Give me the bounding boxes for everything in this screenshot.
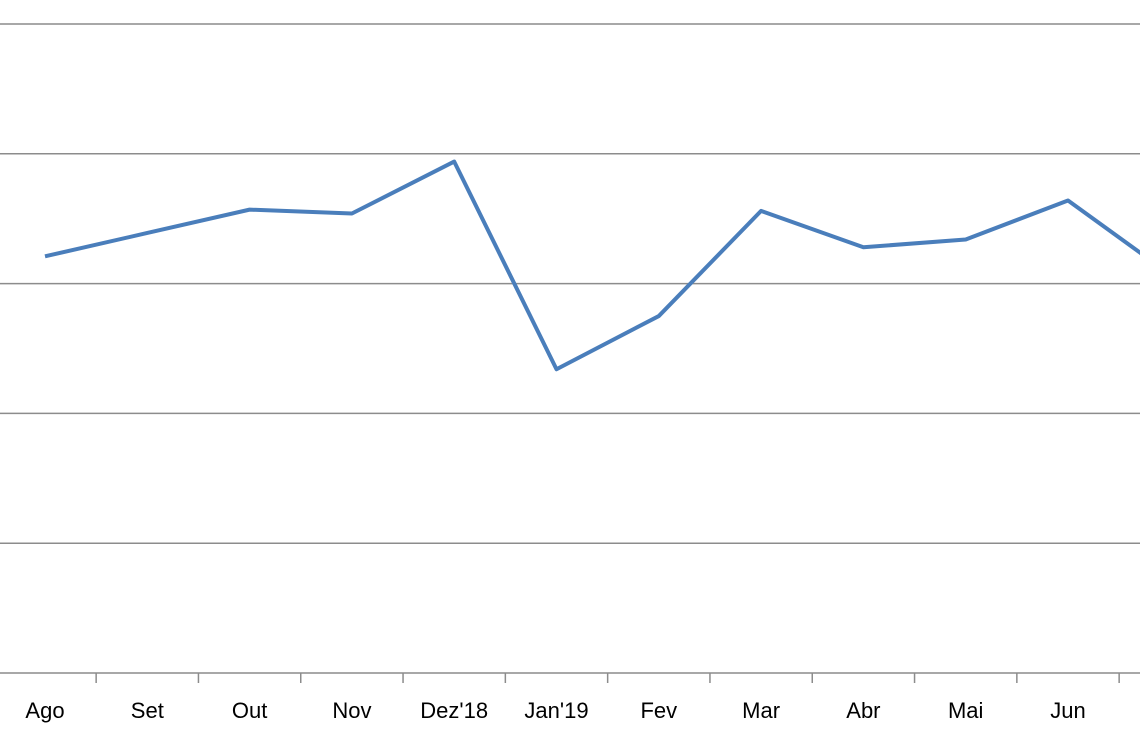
x-tick-label: Abr (846, 698, 880, 723)
x-tick-label: Out (232, 698, 267, 723)
data-line (44, 159, 1140, 372)
x-tick-label: Jun (1050, 698, 1085, 723)
x-tick-label: Fev (640, 698, 677, 723)
x-tick-label: Mai (948, 698, 983, 723)
x-tick-label: Set (131, 698, 164, 723)
x-tick-label: Mar (742, 698, 780, 723)
x-tick-label: Dez'18 (420, 698, 488, 723)
x-tick-label: Ago (25, 698, 64, 723)
x-tick-label: Jan'19 (524, 698, 588, 723)
x-tick-label: Nov (332, 698, 371, 723)
